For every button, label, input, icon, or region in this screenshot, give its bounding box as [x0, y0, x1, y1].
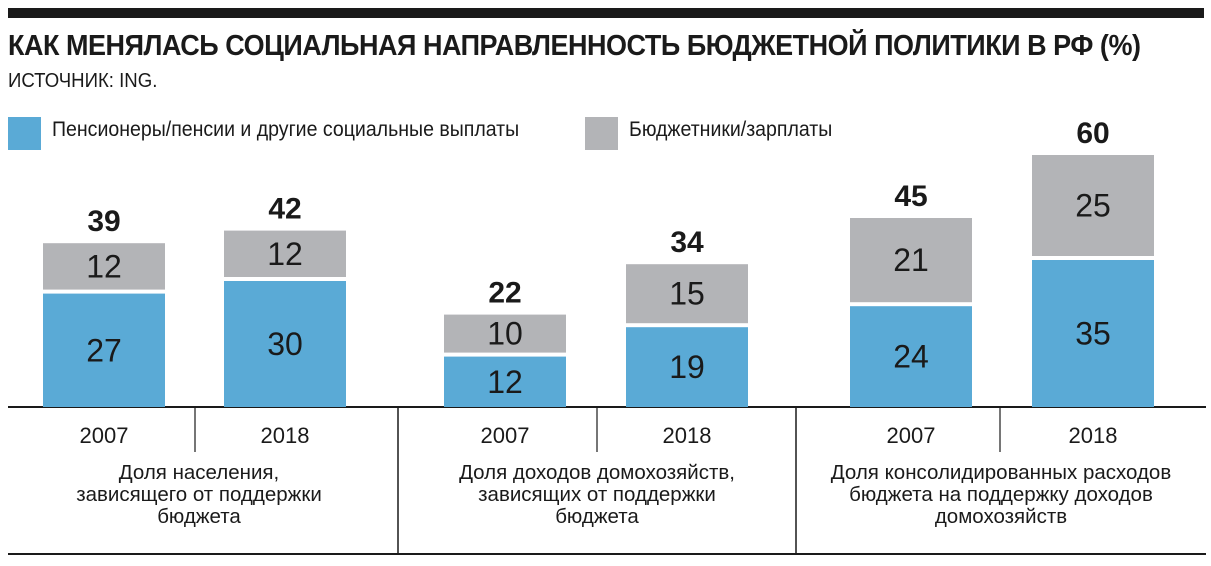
segment-label-g3-2018-s2: 25 — [1075, 188, 1111, 224]
year-tick-g1-2018: 2018 — [261, 423, 310, 448]
total-label-g1-2007: 39 — [87, 205, 120, 238]
year-tick-g2-2007: 2007 — [481, 423, 530, 448]
year-tick-g1-2007: 2007 — [80, 423, 129, 448]
total-label-g1-2018: 42 — [268, 193, 301, 226]
bar-segment-g1-2007-s2 — [43, 243, 165, 290]
total-label-g3-2018: 60 — [1076, 117, 1109, 150]
legend-label-pensions: Пенсионеры/пенсии и другие социальные вы… — [52, 118, 520, 141]
total-label-g2-2007: 22 — [488, 277, 521, 310]
total-label-g3-2007: 45 — [894, 180, 927, 213]
bar-segment-g2-2018-s2 — [626, 264, 748, 324]
bar-segment-g3-2018-s2 — [1032, 155, 1154, 256]
segment-label-g1-2007-s1: 27 — [86, 332, 122, 368]
legend-label-salaries: Бюджетники/зарплаты — [629, 118, 833, 141]
bar-segment-g2-2018-s1 — [626, 327, 748, 407]
bar-segment-g1-2007-s1 — [43, 293, 165, 407]
segment-label-g1-2018-s1: 30 — [267, 326, 303, 362]
bar-segment-g3-2007-s2 — [850, 218, 972, 303]
segment-label-g1-2007-s2: 12 — [86, 248, 122, 284]
segment-label-g2-2007-s2: 10 — [487, 316, 523, 352]
segment-label-g2-2018-s1: 19 — [669, 349, 705, 385]
segment-label-g2-2018-s2: 15 — [669, 276, 705, 312]
segment-label-g3-2007-s1: 24 — [893, 339, 929, 375]
year-tick-g3-2018: 2018 — [1069, 423, 1118, 448]
bar-segment-g1-2018-s2 — [224, 230, 346, 277]
top-rule — [8, 8, 1204, 18]
bar-segment-g2-2007-s1 — [444, 356, 566, 407]
segment-label-g3-2018-s1: 35 — [1075, 316, 1111, 352]
year-tick-g2-2018: 2018 — [663, 423, 712, 448]
year-tick-g3-2007: 2007 — [887, 423, 936, 448]
legend-swatch-salaries — [585, 117, 618, 150]
segment-label-g3-2007-s2: 21 — [893, 242, 929, 278]
group-label-population: Доля населения, зависящего от поддержки … — [76, 461, 322, 528]
segment-label-g2-2007-s1: 12 — [487, 364, 523, 400]
bar-segment-g1-2018-s1 — [224, 281, 346, 407]
bar-segment-g2-2007-s2 — [444, 314, 566, 353]
bar-segment-g3-2007-s1 — [850, 306, 972, 407]
chart-title: КАК МЕНЯЛАСЬ СОЦИАЛЬНАЯ НАПРАВЛЕННОСТЬ Б… — [8, 30, 1141, 62]
group-label-household-income: Доля доходов домохозяйств, зависящих от … — [459, 461, 735, 528]
bar-segment-g3-2018-s1 — [1032, 260, 1154, 407]
legend-swatch-pensions — [8, 117, 41, 150]
chart-source: ИСТОЧНИК: ING. — [8, 70, 158, 92]
segment-label-g1-2018-s2: 12 — [267, 236, 303, 272]
total-label-g2-2018: 34 — [670, 226, 704, 259]
group-label-budget-spending: Доля консолидированных расходов бюджета … — [830, 461, 1172, 528]
